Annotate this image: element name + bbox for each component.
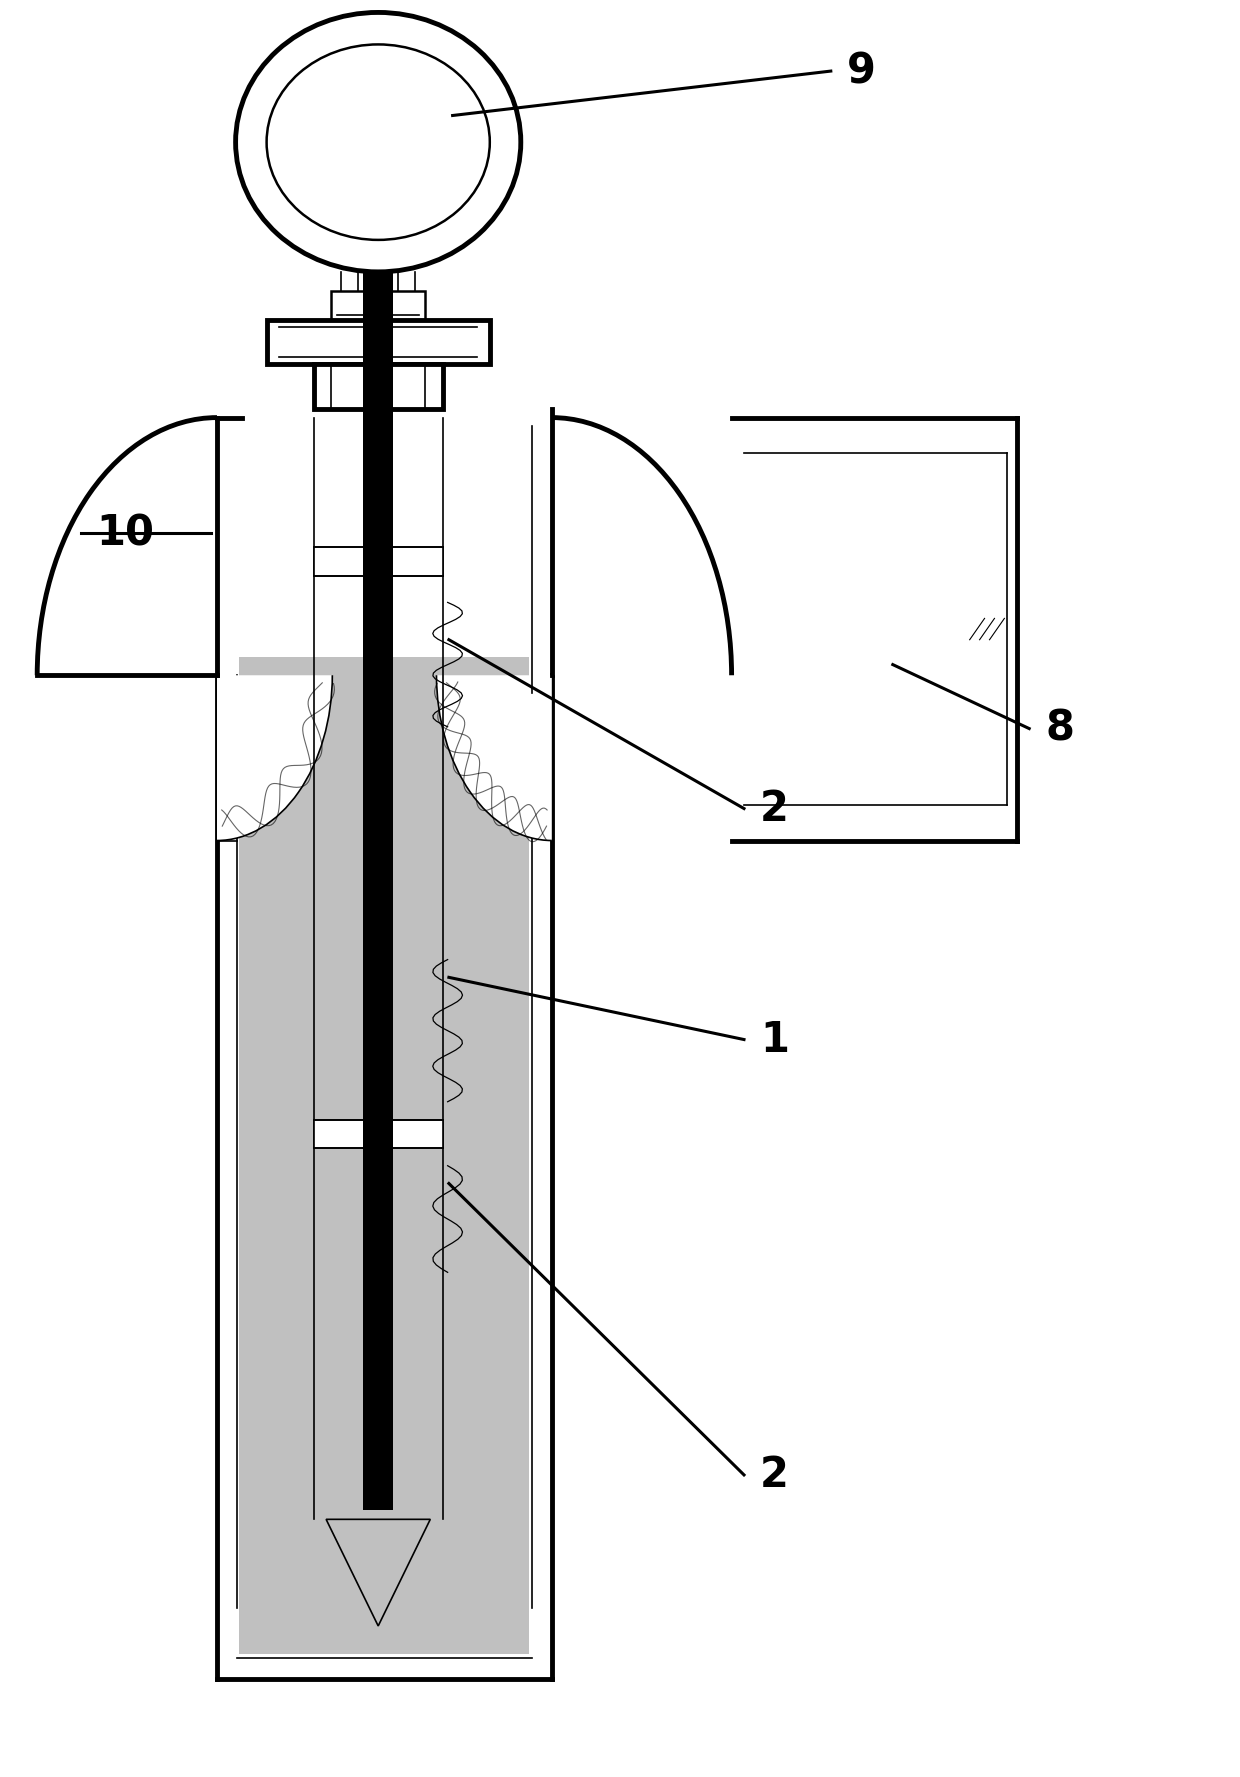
Polygon shape xyxy=(436,418,732,841)
Bar xyxy=(363,291,393,418)
Polygon shape xyxy=(326,1519,430,1626)
Bar xyxy=(239,657,529,1654)
Text: 1: 1 xyxy=(760,1018,789,1061)
Bar xyxy=(363,272,393,291)
Bar xyxy=(719,418,1017,841)
Text: 8: 8 xyxy=(1045,707,1074,750)
Bar xyxy=(363,418,393,1510)
Text: 10: 10 xyxy=(97,512,155,554)
Bar xyxy=(217,409,552,1679)
Bar xyxy=(267,320,490,364)
Text: 9: 9 xyxy=(847,50,875,92)
Bar xyxy=(331,291,425,320)
Text: 2: 2 xyxy=(760,1454,789,1496)
Bar xyxy=(314,364,443,409)
Bar xyxy=(314,1120,443,1148)
Ellipse shape xyxy=(267,44,490,240)
Ellipse shape xyxy=(236,12,521,272)
Bar xyxy=(314,547,443,576)
Polygon shape xyxy=(37,418,332,841)
Text: 2: 2 xyxy=(760,787,789,830)
